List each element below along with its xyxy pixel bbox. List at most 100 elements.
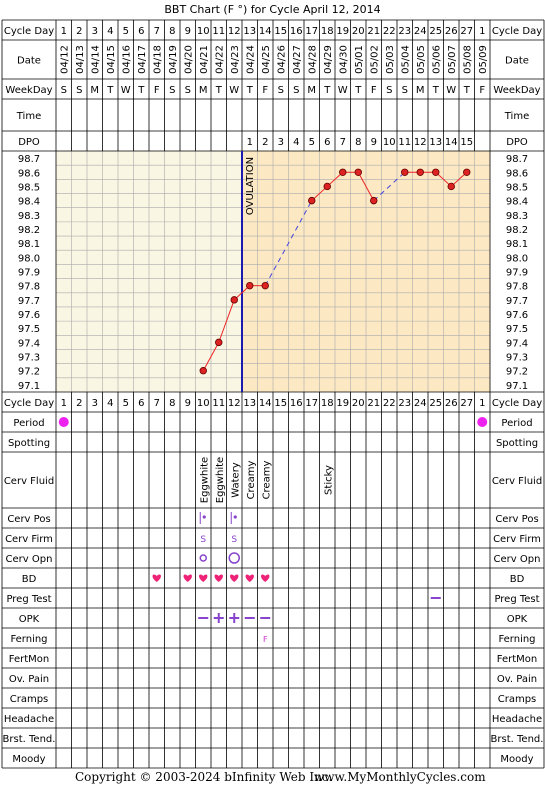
date-label: 04/20 [183,45,194,74]
temperature-point [215,338,223,347]
temperature-point [246,281,254,290]
row-label-right: Cerv Fluid [492,476,542,487]
date-label: 04/29 [323,45,334,74]
cycle-day-number: 26 [445,26,458,37]
row-label-right: Cerv Firm [493,534,541,545]
row-label-left: Cycle Day [4,26,54,37]
weekday-label: T [137,85,145,96]
footer-site-link[interactable]: www.MyMonthlyCycles.com [314,770,486,784]
weekday-label: S [185,85,191,96]
bd-heart-icon [152,574,161,582]
row-label-left: Cramps [10,694,49,705]
date-label: 04/12 [59,45,70,74]
weekday-label: S [402,85,408,96]
y-tick-left: 98.0 [18,253,40,264]
dpo-number: 12 [414,137,427,148]
bd-heart-icon [214,574,223,582]
temperature-point [416,168,424,176]
dpo-number: 11 [398,137,411,148]
y-tick-left: 97.6 [18,310,40,321]
date-label: 05/06 [431,45,442,74]
temp-connector-missing [373,171,406,201]
row-label-right: Ov. Pain [497,674,537,685]
cerv-opening-marker [228,552,240,564]
chart-title: BBT Chart (F °) for Cycle April 12, 2014 [164,3,380,16]
row-label-right: WeekDay [493,85,540,96]
y-tick-right: 98.2 [506,225,528,236]
row-labels: Cycle Day Cycle Day Date Date WeekDay WeekDay… [3,26,544,765]
period-marker [477,417,488,427]
weekday-label: S [386,85,392,96]
date-label: 05/09 [478,45,489,74]
dpo-number: 1 [247,137,253,148]
row-label-right: Preg Test [494,594,539,605]
cerv-fluid-label: Eggwhite [199,457,210,503]
date-label: 04/28 [307,45,318,74]
weekday-label: T [215,85,223,96]
weekday-label: M [307,85,316,96]
cycle-day-number: 18 [321,26,334,37]
row-label-left: Cerv Opn [6,554,53,565]
cycle-day-number: 6 [138,398,144,409]
date-label: 04/17 [137,45,148,74]
cerv-fluid-label: Sticky [323,465,334,495]
cycle-day-number: 19 [336,398,349,409]
row-label-left: BD [22,574,37,585]
cycle-day-number: 1 [61,26,67,37]
date-label: 04/19 [168,45,179,74]
y-tick-right: 98.4 [506,197,528,208]
y-tick-right: 98.1 [506,239,528,250]
row-label-right: Cramps [498,694,537,705]
date-label: 04/24 [245,45,256,74]
cerv-pos-dot [202,515,206,519]
date-label: 05/07 [447,45,458,74]
y-tick-right: 97.8 [506,282,528,293]
cycle-day-number: 2 [76,398,82,409]
cycle-day-number: 4 [107,26,113,37]
dpo-number: 3 [278,137,284,148]
footer-copyright[interactable]: Copyright © 2003-2024 bInfinity Web Inc. [75,770,332,784]
dpo-number: 8 [355,137,361,148]
cycle-day-number: 6 [138,26,144,37]
weekday-label: T [246,85,254,96]
date-label: 04/13 [75,45,86,74]
cycle-day-number: 19 [336,26,349,37]
cycle-day-number: 15 [274,398,287,409]
weekday-label: F [262,85,268,96]
temperature-point [230,296,238,304]
weekday-label: M [90,85,99,96]
cycle-day-number: 16 [290,26,303,37]
date-label: 04/21 [199,45,210,74]
dpo-number: 15 [460,137,473,148]
row-label-left: Headache [4,714,54,725]
date-label: 04/23 [230,45,241,74]
weekday-label: F [154,85,160,96]
cycle-day-number: 27 [460,398,473,409]
date-label: 05/02 [369,45,380,74]
y-tick-right: 98.5 [506,182,528,193]
cerv-firm-label: S [231,535,237,545]
dpo-number: 2 [262,137,268,148]
row-label-left: Date [17,56,41,67]
date-label: 04/25 [261,45,272,74]
row-label-left: Period [13,418,44,429]
cycle-day-number: 5 [123,398,129,409]
temp-connector [202,342,220,371]
weekday-label: T [432,85,440,96]
date-label: 05/05 [416,45,427,74]
period-marker [58,417,69,427]
y-tick-right: 97.9 [506,268,528,279]
cycle-day-number: 23 [398,26,411,37]
cerv-fluid-label: Eggwhite [215,457,226,503]
date-label: 04/18 [152,45,163,74]
cycle-day-number: 9 [185,26,191,37]
dpo-number: 10 [383,137,396,148]
cycle-day-number: 21 [367,26,380,37]
y-tick-left: 97.2 [18,367,40,378]
weekday-label: M [199,85,208,96]
date-label: 05/03 [385,45,396,74]
y-tick-left: 97.3 [18,353,40,364]
weekday-label: T [463,85,471,96]
y-tick-right: 98.7 [506,154,528,165]
y-tick-left: 97.1 [18,381,40,392]
